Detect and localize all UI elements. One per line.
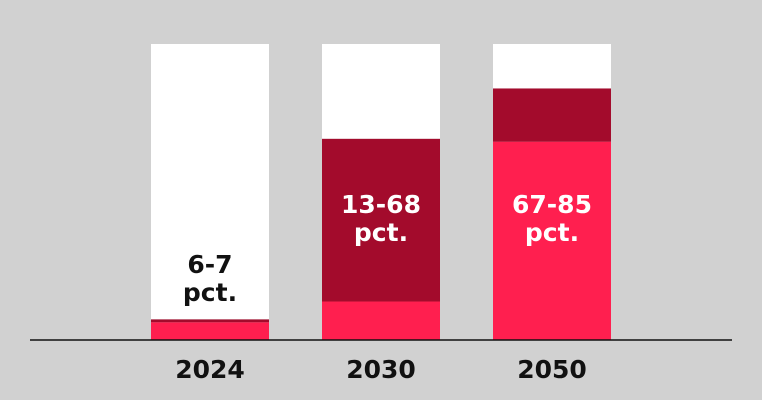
bar-segment-2024-2 — [151, 44, 269, 320]
bar-segment-2030-2 — [322, 44, 440, 139]
bar-label-2024: 6-7 pct. — [183, 250, 237, 307]
bars-group — [151, 44, 611, 340]
bar-label-line2: pct. — [525, 218, 579, 247]
bar-segment-2050-2 — [493, 44, 611, 89]
bar-label-line2: pct. — [183, 278, 237, 307]
bar-labels-group: 6-7 pct.13-68 pct.67-85 pct. — [183, 190, 592, 307]
bar-segment-2030-1 — [322, 138, 440, 302]
bar-label-line1: 67-85 — [512, 190, 592, 219]
bar-segment-2024-0 — [151, 322, 269, 340]
bar-segment-2030-0 — [322, 301, 440, 340]
x-tick-labels-group: 2024 2030 2050 — [175, 355, 587, 384]
bar-label-line2: pct. — [354, 218, 408, 247]
x-tick-label-2024: 2024 — [175, 355, 245, 384]
x-tick-label-2030: 2030 — [346, 355, 416, 384]
bar-segment-2050-0 — [493, 141, 611, 340]
bar-label-2050: 67-85 pct. — [512, 190, 592, 247]
bar-label-line1: 6-7 — [187, 250, 232, 279]
bar-label-2030: 13-68 pct. — [341, 190, 421, 247]
bar-segment-2024-1 — [151, 319, 269, 323]
bar-label-line1: 13-68 — [341, 190, 421, 219]
bar-segment-2050-1 — [493, 88, 611, 142]
x-tick-label-2050: 2050 — [517, 355, 587, 384]
